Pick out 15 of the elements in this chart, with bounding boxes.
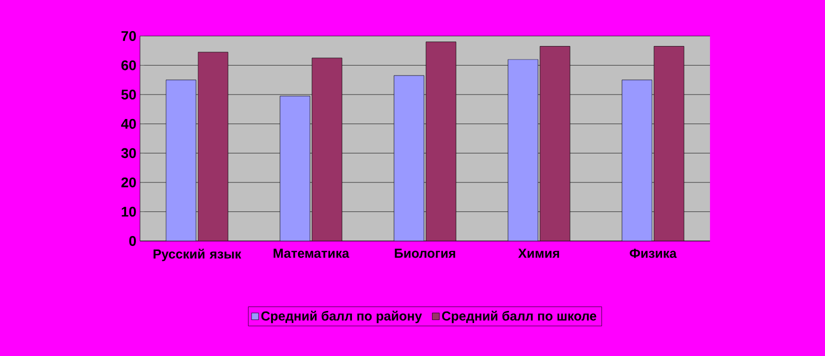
y-tick-label: 50 [121,90,136,100]
y-tick-label: 10 [122,206,136,217]
x-tick-label: Биология [394,248,456,258]
y-tick-label: 40 [121,118,136,129]
legend-label: Средний балл по району [261,310,422,324]
x-tick-label: Физика [630,248,677,258]
y-tick-label: 0 [129,236,136,246]
x-tick-label: Русский язык [154,248,242,262]
legend-label: Средний балл по школе [442,310,596,324]
y-tick-label: 30 [121,148,136,158]
y-tick-label: 70 [122,31,136,41]
y-tick-label: 20 [121,177,136,188]
x-tick-label: Химия [518,248,560,258]
y-tick-label: 60 [121,60,136,70]
x-tick-label: Математика [274,248,350,258]
